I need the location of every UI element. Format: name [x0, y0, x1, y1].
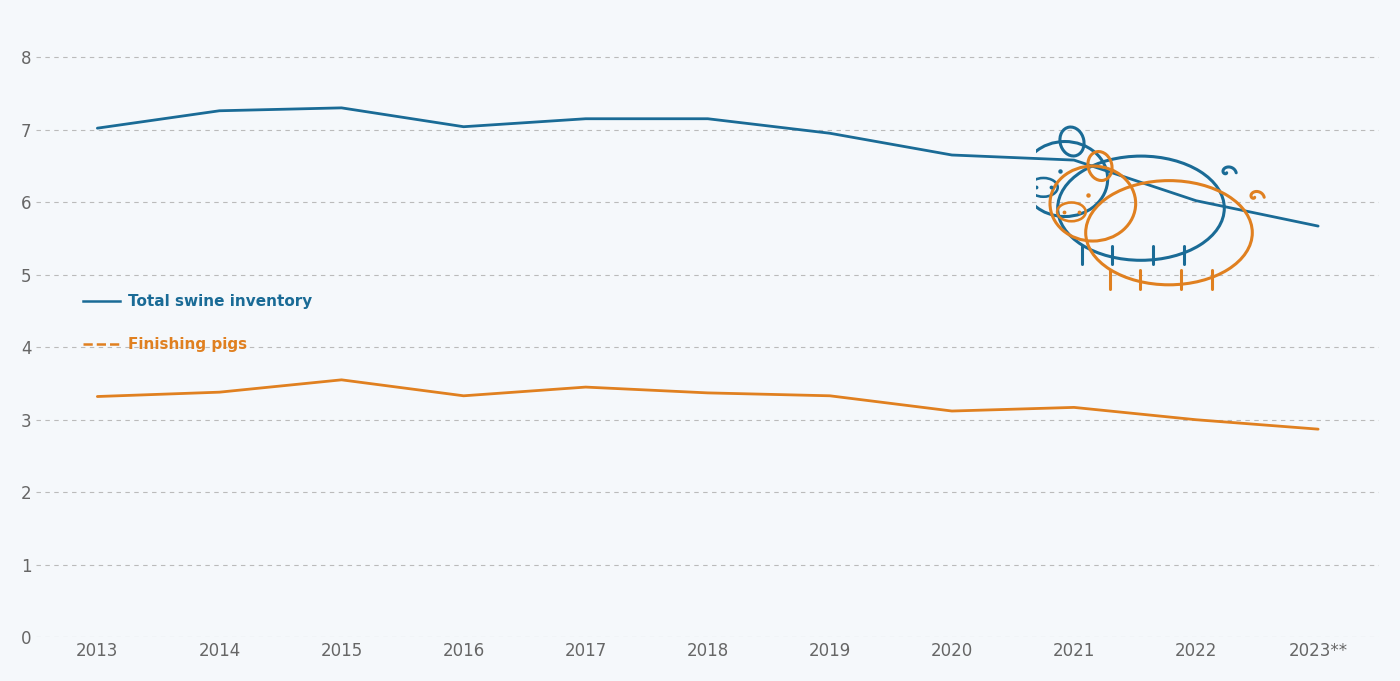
Text: Total swine inventory: Total swine inventory [127, 294, 312, 308]
Text: Finishing pigs: Finishing pigs [127, 337, 246, 352]
